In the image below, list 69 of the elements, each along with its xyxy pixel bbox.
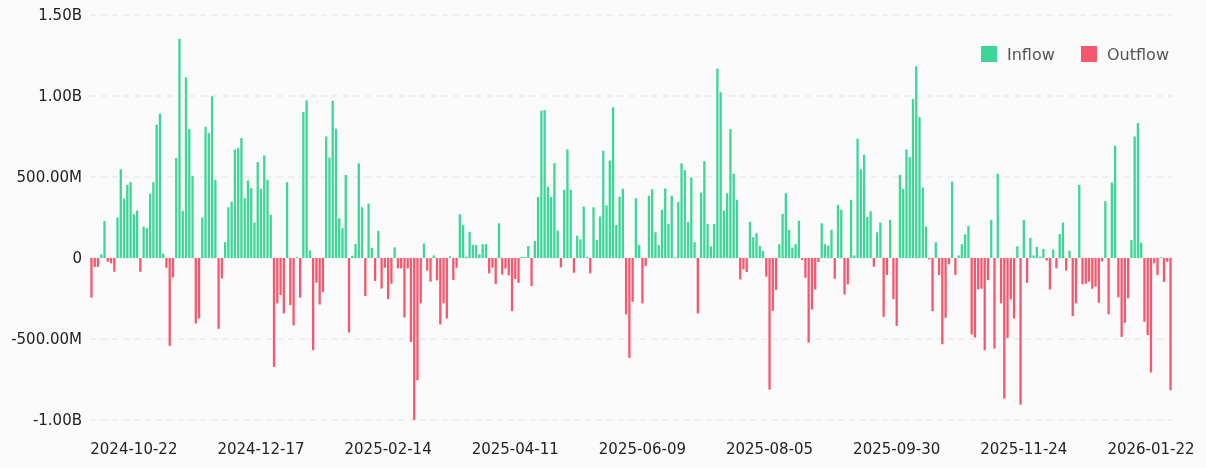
- bar: [1156, 258, 1159, 276]
- bar: [1169, 258, 1172, 391]
- bar: [139, 258, 142, 272]
- bar: [1107, 258, 1110, 315]
- bar: [553, 163, 556, 258]
- bar: [403, 258, 406, 318]
- bar: [755, 233, 758, 258]
- y-tick-label: 1.00B: [38, 87, 82, 105]
- bar: [178, 38, 181, 258]
- legend-label: Outflow: [1107, 44, 1169, 64]
- bar: [1120, 258, 1123, 337]
- bar: [830, 229, 833, 258]
- bar: [993, 258, 996, 349]
- y-tick-label: 1.50B: [38, 6, 82, 24]
- bar: [856, 138, 859, 258]
- bar: [869, 211, 872, 258]
- bar: [680, 163, 683, 258]
- bar: [217, 258, 220, 329]
- bar: [566, 149, 569, 258]
- x-tick-label: 2025-04-11: [471, 440, 559, 458]
- bar: [305, 100, 308, 258]
- bar: [843, 258, 846, 295]
- bar: [432, 255, 435, 258]
- bar: [592, 207, 595, 258]
- bar: [240, 138, 243, 258]
- y-tick-label: -1.00B: [32, 411, 82, 429]
- bar: [484, 244, 488, 258]
- bar: [468, 231, 471, 258]
- bar: [641, 258, 644, 304]
- y-tick-label: 0: [72, 249, 82, 267]
- bar: [768, 258, 771, 390]
- x-tick-label: 2025-11-24: [980, 440, 1068, 458]
- bar: [1019, 258, 1022, 405]
- legend-label: Inflow: [1007, 44, 1055, 64]
- bar: [96, 258, 100, 267]
- bar: [628, 258, 631, 358]
- bar: [954, 258, 957, 276]
- bar: [1068, 250, 1071, 258]
- bar: [292, 258, 295, 326]
- bar: [367, 203, 370, 258]
- x-tick-label: 2025-09-30: [853, 440, 941, 458]
- bar: [1055, 258, 1058, 269]
- bar: [1042, 248, 1045, 258]
- bar: [429, 258, 432, 282]
- bar: [716, 68, 719, 258]
- x-tick-label: 2025-08-05: [725, 440, 814, 458]
- bar: [905, 149, 908, 258]
- y-tick-label: 500.00M: [16, 168, 82, 186]
- bar: [204, 126, 207, 258]
- bar: [380, 258, 383, 289]
- bar: [879, 222, 882, 258]
- bar: [113, 258, 116, 272]
- bar: [481, 244, 484, 258]
- bar: [90, 258, 93, 298]
- x-tick-label: 2025-02-14: [344, 440, 432, 458]
- bar: [872, 258, 876, 267]
- x-tick-label: 2026-01-22: [1107, 440, 1195, 458]
- bar: [530, 258, 533, 287]
- bar: [103, 220, 106, 258]
- y-tick-label: -500.00M: [11, 330, 82, 348]
- bar: [931, 258, 934, 312]
- bar: [729, 129, 732, 258]
- x-tick-label: 2024-12-17: [217, 440, 305, 458]
- bar: [142, 226, 145, 258]
- bar: [1065, 258, 1068, 271]
- bar: [967, 225, 970, 258]
- bar: [393, 247, 396, 258]
- x-tick-label: 2025-06-09: [598, 440, 686, 458]
- x-tick-label: 2024-10-22: [90, 440, 178, 458]
